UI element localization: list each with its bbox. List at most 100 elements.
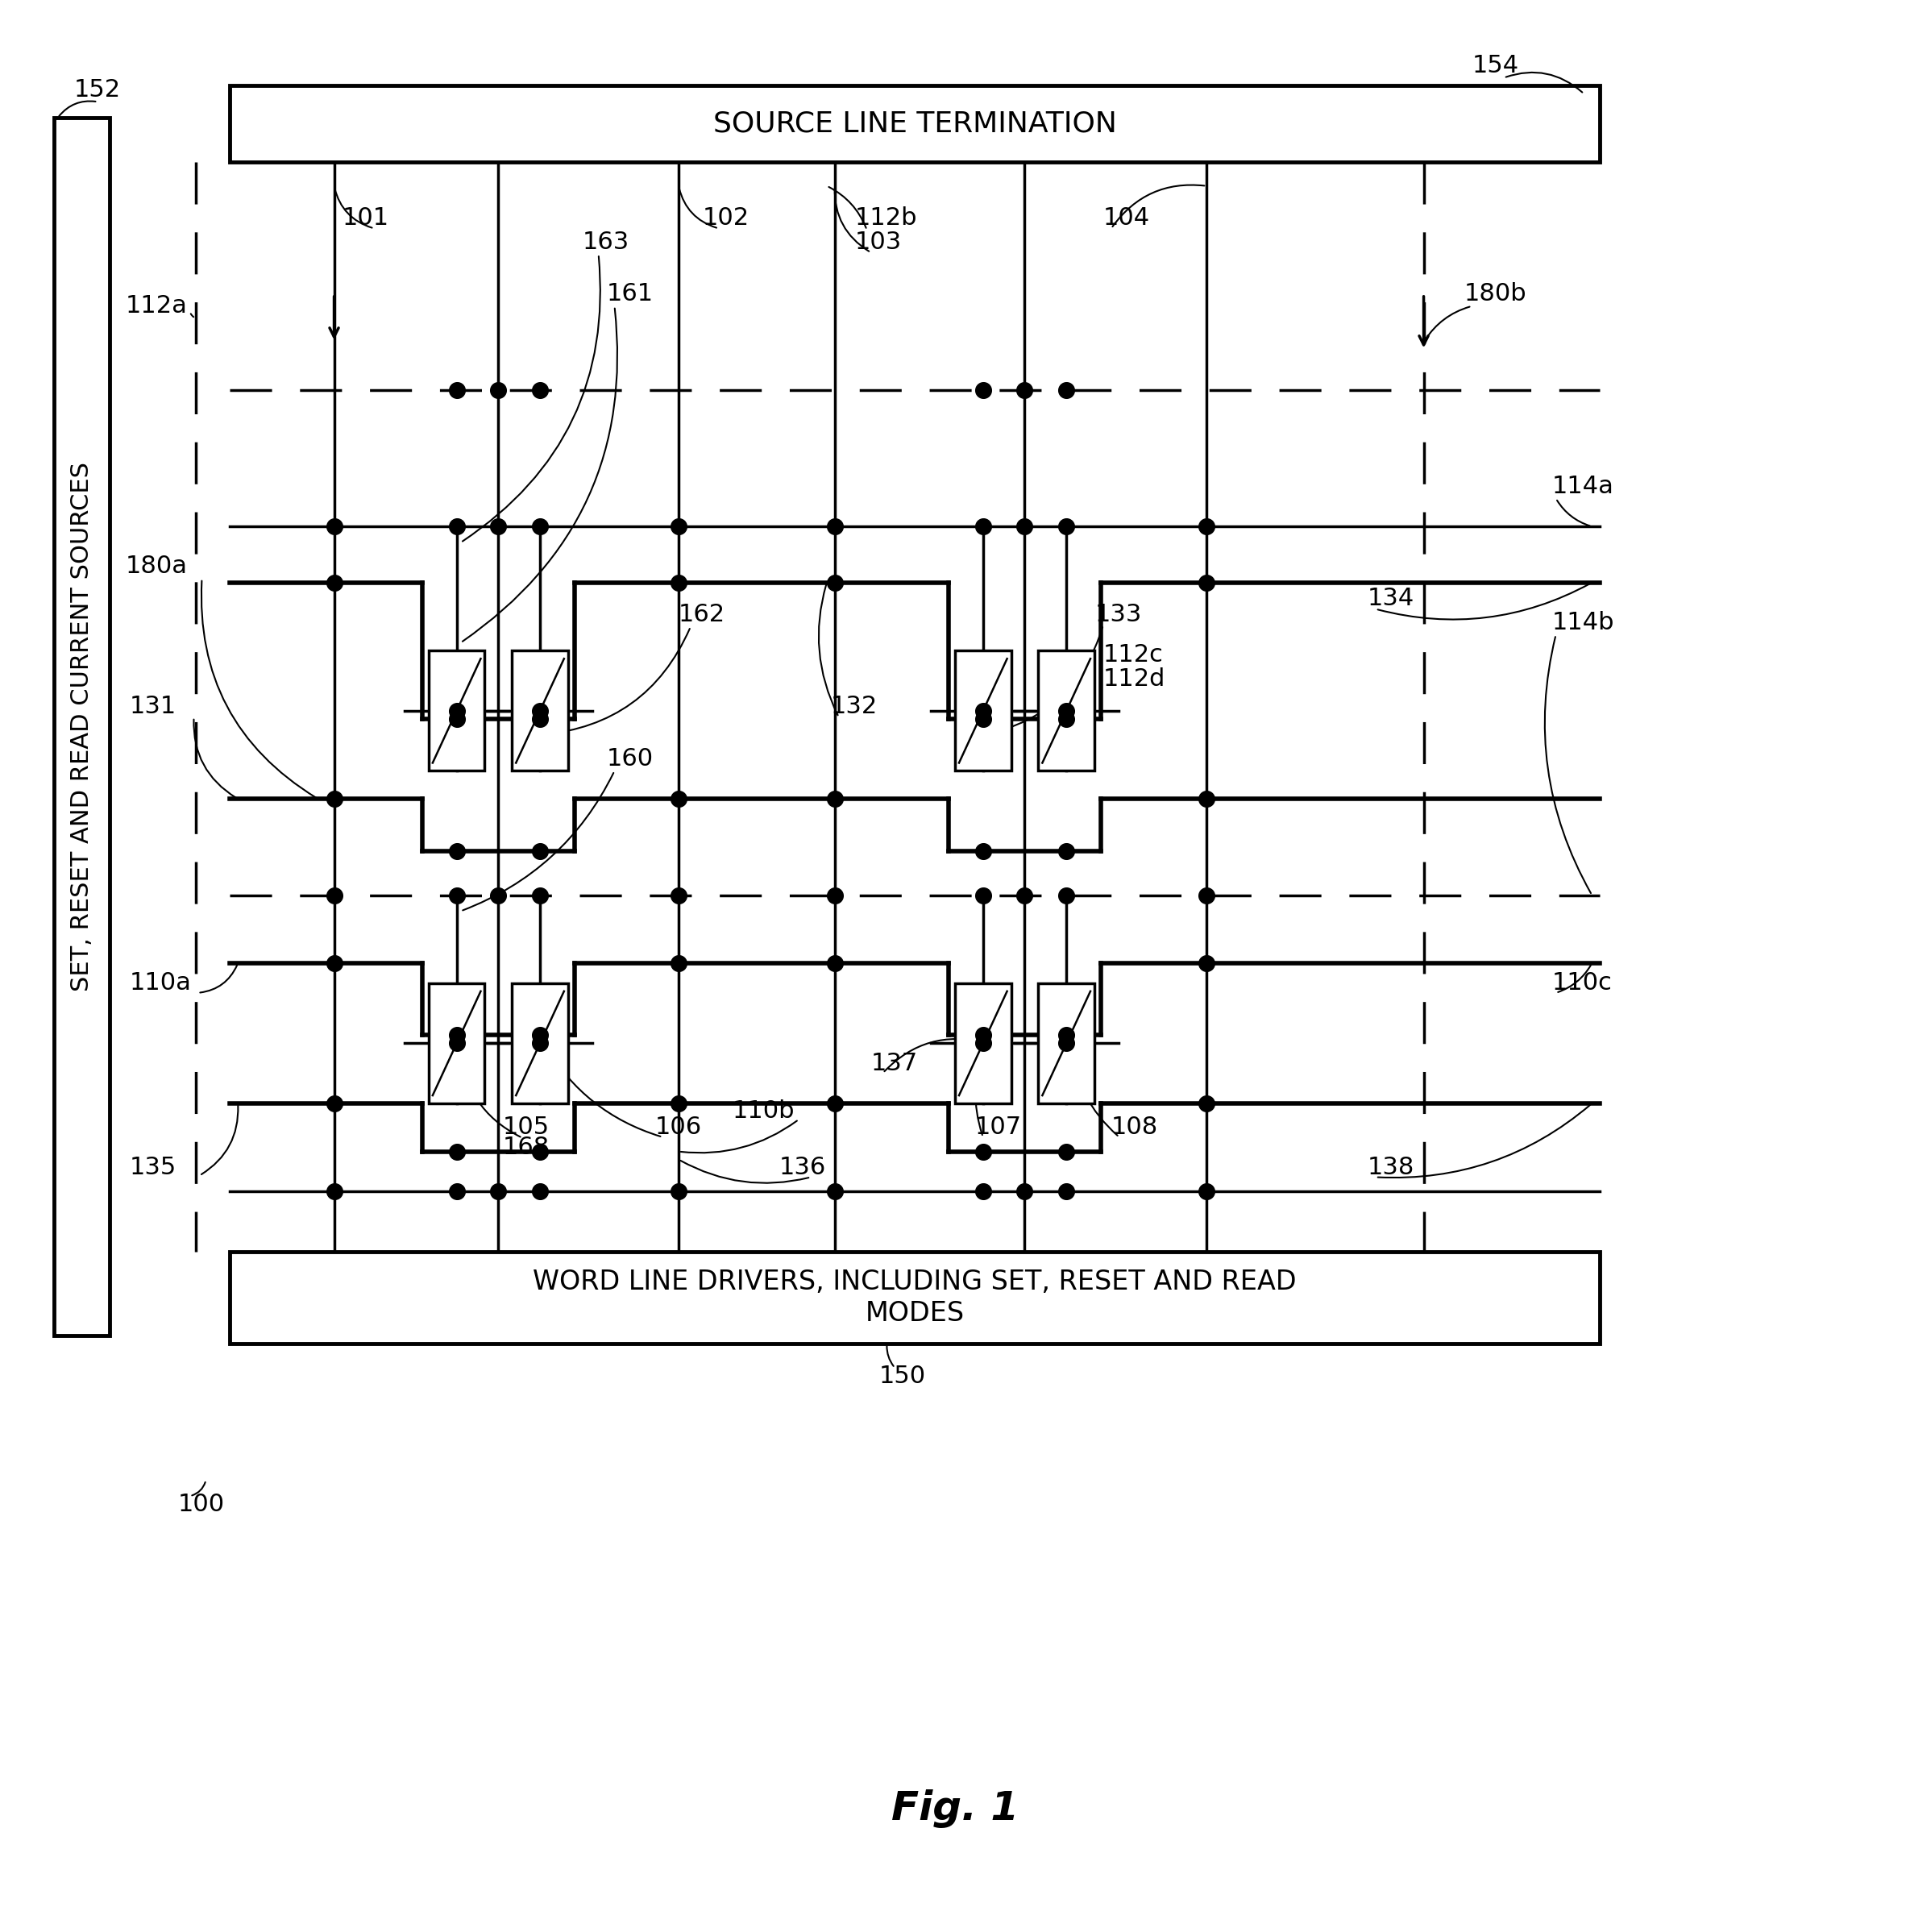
Text: SOURCE LINE TERMINATION: SOURCE LINE TERMINATION xyxy=(712,110,1117,137)
Bar xyxy=(512,651,567,771)
Point xyxy=(1050,1028,1081,1059)
Bar xyxy=(229,1252,1601,1345)
Text: 114b: 114b xyxy=(1553,611,1614,634)
Bar xyxy=(229,85,1601,162)
Text: 114a: 114a xyxy=(1553,475,1614,498)
Point xyxy=(1192,568,1222,599)
Bar xyxy=(1039,983,1094,1103)
Point xyxy=(483,375,514,406)
Point xyxy=(968,696,999,726)
Point xyxy=(441,1136,472,1167)
Text: 110a: 110a xyxy=(130,972,191,995)
Point xyxy=(1050,703,1081,734)
Point xyxy=(968,1028,999,1059)
Point xyxy=(1050,835,1081,866)
Point xyxy=(968,879,999,910)
Text: 137: 137 xyxy=(871,1051,919,1074)
Text: 100: 100 xyxy=(178,1492,225,1517)
Point xyxy=(663,1177,693,1208)
Point xyxy=(319,568,350,599)
Point xyxy=(525,1020,556,1051)
Point xyxy=(441,835,472,866)
Bar xyxy=(512,983,567,1103)
Text: 110b: 110b xyxy=(732,1099,795,1122)
Point xyxy=(663,1088,693,1119)
Text: 168: 168 xyxy=(502,1136,550,1159)
Bar xyxy=(955,983,1010,1103)
Text: 160: 160 xyxy=(607,748,653,771)
Point xyxy=(663,879,693,910)
Text: 163: 163 xyxy=(583,230,630,253)
Text: 106: 106 xyxy=(655,1117,701,1140)
Text: 150: 150 xyxy=(879,1364,926,1387)
Point xyxy=(968,375,999,406)
Point xyxy=(968,703,999,734)
Point xyxy=(1050,512,1081,543)
Text: 136: 136 xyxy=(779,1155,827,1179)
Point xyxy=(525,1136,556,1167)
Point xyxy=(968,1177,999,1208)
Point xyxy=(1008,512,1039,543)
Text: 154: 154 xyxy=(1473,54,1518,77)
Point xyxy=(525,835,556,866)
Point xyxy=(1192,1177,1222,1208)
Text: 131: 131 xyxy=(130,696,178,719)
Text: SET, RESET AND READ CURRENT SOURCES: SET, RESET AND READ CURRENT SOURCES xyxy=(71,462,94,991)
Point xyxy=(1192,1088,1222,1119)
Point xyxy=(319,1088,350,1119)
Point xyxy=(1050,879,1081,910)
Text: 133: 133 xyxy=(1094,603,1142,626)
Point xyxy=(1050,375,1081,406)
Point xyxy=(525,1177,556,1208)
Point xyxy=(663,784,693,815)
Point xyxy=(1192,512,1222,543)
Point xyxy=(441,375,472,406)
Point xyxy=(1008,375,1039,406)
Point xyxy=(525,375,556,406)
Point xyxy=(1008,1177,1039,1208)
Text: 161: 161 xyxy=(607,282,653,305)
Point xyxy=(1192,879,1222,910)
Text: 132: 132 xyxy=(831,696,879,719)
Point xyxy=(663,568,693,599)
Point xyxy=(819,879,850,910)
Point xyxy=(441,1028,472,1059)
Point xyxy=(319,512,350,543)
Text: 112a: 112a xyxy=(126,294,187,319)
Text: 103: 103 xyxy=(856,230,902,253)
Bar xyxy=(1039,651,1094,771)
Point xyxy=(968,512,999,543)
Point xyxy=(441,1020,472,1051)
Point xyxy=(1008,879,1039,910)
Point xyxy=(483,1177,514,1208)
Point xyxy=(819,1177,850,1208)
Text: 104: 104 xyxy=(1104,207,1150,230)
Point xyxy=(525,879,556,910)
Point xyxy=(441,703,472,734)
Point xyxy=(819,949,850,980)
Text: 138: 138 xyxy=(1368,1155,1415,1179)
Point xyxy=(968,1136,999,1167)
Text: 110c: 110c xyxy=(1553,972,1612,995)
Text: 162: 162 xyxy=(678,603,726,626)
Bar xyxy=(428,983,485,1103)
Point xyxy=(319,949,350,980)
Text: 102: 102 xyxy=(703,207,749,230)
Text: Fig. 1: Fig. 1 xyxy=(892,1789,1018,1828)
Point xyxy=(441,1177,472,1208)
Bar xyxy=(428,651,485,771)
Point xyxy=(663,949,693,980)
Point xyxy=(525,512,556,543)
Text: 134: 134 xyxy=(1368,587,1415,611)
Point xyxy=(819,568,850,599)
Point xyxy=(319,784,350,815)
Bar xyxy=(955,651,1010,771)
Text: WORD LINE DRIVERS, INCLUDING SET, RESET AND READ
MODES: WORD LINE DRIVERS, INCLUDING SET, RESET … xyxy=(533,1269,1297,1327)
Point xyxy=(1050,1020,1081,1051)
Text: 112c: 112c xyxy=(1104,643,1163,667)
Point xyxy=(819,784,850,815)
Text: 135: 135 xyxy=(130,1155,178,1179)
Point xyxy=(1192,784,1222,815)
Point xyxy=(1050,1136,1081,1167)
Point xyxy=(319,1177,350,1208)
